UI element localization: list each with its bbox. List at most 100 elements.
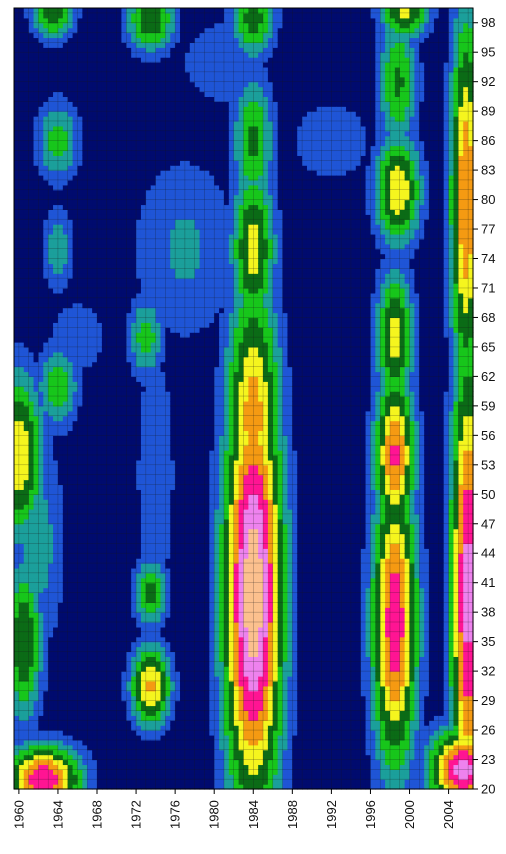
heatmap-cell: [145, 671, 152, 677]
heatmap-cell: [18, 165, 25, 171]
heatmap-cell: [48, 543, 54, 549]
heatmap-cell: [38, 287, 44, 294]
heatmap-cell: [160, 62, 166, 68]
heatmap-cell: [136, 617, 142, 623]
heatmap-cell: [136, 779, 142, 785]
heatmap-cell: [111, 381, 118, 387]
heatmap-cell: [111, 322, 118, 328]
heatmap-cell: [18, 71, 25, 78]
heatmap-cell: [67, 17, 74, 24]
heatmap-cell: [101, 268, 108, 274]
heatmap-cell: [43, 450, 49, 456]
heatmap-cell: [62, 646, 69, 653]
heatmap-cell: [53, 730, 59, 736]
heatmap-cell: [28, 219, 35, 225]
heatmap-cell: [62, 381, 69, 387]
heatmap-cell: [72, 513, 79, 520]
heatmap-cell: [38, 17, 44, 24]
heatmap-cell: [48, 17, 54, 24]
heatmap-cell: [43, 248, 49, 255]
heatmap-cell: [72, 307, 79, 314]
heatmap-cell: [38, 135, 44, 142]
heatmap-cell: [116, 558, 123, 564]
heatmap-cell: [43, 91, 49, 98]
heatmap-cell: [121, 125, 127, 132]
heatmap-cell: [28, 725, 35, 731]
heatmap-cell: [150, 57, 157, 63]
heatmap-cell: [87, 720, 93, 726]
heatmap-cell: [82, 337, 88, 343]
heatmap-cell: [67, 494, 74, 500]
heatmap-cell: [131, 543, 137, 549]
heatmap-cell: [116, 371, 123, 377]
heatmap-cell: [150, 12, 157, 19]
heatmap-cell: [101, 312, 108, 319]
heatmap-cell: [155, 779, 162, 785]
heatmap-cell: [43, 96, 49, 102]
heatmap-cell: [77, 710, 83, 716]
heatmap-cell: [155, 371, 162, 377]
heatmap-cell: [97, 194, 103, 201]
heatmap-cell: [111, 175, 118, 181]
heatmap-cell: [18, 116, 25, 122]
heatmap-cell: [28, 543, 35, 549]
heatmap-cell: [111, 145, 118, 152]
heatmap-cell: [28, 602, 35, 608]
heatmap-cell: [97, 86, 103, 93]
heatmap-cell: [23, 651, 30, 657]
heatmap-cell: [28, 332, 35, 338]
heatmap-cell: [53, 489, 59, 495]
heatmap-cell: [18, 160, 25, 166]
heatmap-cell: [18, 734, 25, 741]
heatmap-cell: [43, 337, 49, 343]
heatmap-cell: [150, 621, 157, 628]
heatmap-cell: [72, 651, 79, 657]
heatmap-cell: [33, 199, 40, 206]
heatmap-cell: [38, 582, 44, 589]
heatmap-cell: [126, 513, 132, 520]
heatmap-cell: [160, 513, 166, 520]
heatmap-cell: [53, 607, 59, 613]
heatmap-cell: [77, 337, 83, 343]
heatmap-cell: [116, 400, 123, 407]
heatmap-cell: [106, 371, 113, 377]
heatmap-cell: [155, 101, 162, 107]
heatmap-cell: [72, 27, 79, 34]
heatmap-cell: [14, 317, 20, 323]
heatmap-cell: [160, 351, 166, 358]
heatmap-cell: [57, 135, 64, 142]
heatmap-cell: [136, 140, 142, 147]
heatmap-cell: [126, 607, 132, 613]
heatmap-cell: [67, 199, 74, 206]
heatmap-cell: [77, 607, 83, 613]
heatmap-cell: [116, 445, 123, 451]
heatmap-cell: [57, 646, 64, 653]
heatmap-cell: [43, 125, 49, 132]
heatmap-cell: [28, 705, 35, 712]
heatmap-cell: [126, 680, 132, 687]
heatmap-cell: [48, 42, 54, 48]
heatmap-cell: [72, 543, 79, 549]
heatmap-cell: [136, 145, 142, 152]
heatmap-cell: [18, 769, 25, 775]
heatmap-cell: [165, 734, 171, 741]
heatmap-cell: [155, 651, 162, 657]
heatmap-cell: [101, 145, 108, 152]
heatmap-cell: [18, 12, 25, 19]
heatmap-cell: [77, 592, 83, 599]
heatmap-cell: [28, 62, 35, 68]
heatmap-cell: [14, 690, 20, 697]
heatmap-cell: [136, 612, 142, 618]
heatmap-cell: [48, 671, 54, 677]
heatmap-cell: [145, 356, 152, 363]
heatmap-cell: [57, 317, 64, 323]
heatmap-cell: [140, 425, 147, 432]
heatmap-cell: [43, 361, 49, 368]
heatmap-cell: [77, 685, 83, 692]
heatmap-cell: [43, 273, 49, 279]
heatmap-cell: [92, 548, 98, 554]
heatmap-cell: [18, 81, 25, 88]
heatmap-cell: [57, 258, 64, 265]
heatmap-cell: [87, 715, 93, 721]
heatmap-cell: [140, 209, 147, 215]
